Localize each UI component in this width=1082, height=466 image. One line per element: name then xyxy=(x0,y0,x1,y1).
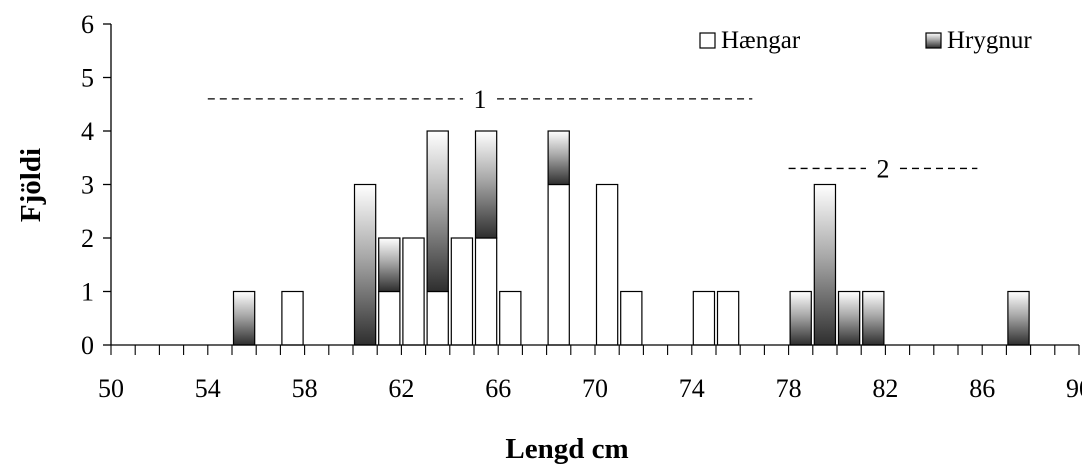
y-tick-label: 3 xyxy=(81,171,94,200)
bar-hrygnur xyxy=(232,290,256,346)
y-tick-labels: 0 1 2 3 4 5 6 xyxy=(81,10,94,360)
y-tick-label: 6 xyxy=(81,10,94,39)
legend-swatch-haengar xyxy=(699,32,716,49)
x-tick-label: 82 xyxy=(872,374,898,403)
y-tick-label: 0 xyxy=(81,331,94,360)
bar-hrygnur xyxy=(378,237,401,293)
x-tick-label: 90 xyxy=(1066,374,1082,403)
y-tick-label: 4 xyxy=(81,117,94,146)
bar-hrygnur xyxy=(837,290,861,346)
bars-layer xyxy=(232,130,1030,346)
bar-haengar xyxy=(450,237,474,346)
annotation-label: 2 xyxy=(876,154,889,183)
legend-item-haengar: Hængar xyxy=(699,27,801,54)
bar-haengar xyxy=(547,183,570,346)
x-minor-ticks xyxy=(110,345,1080,355)
bar-haengar xyxy=(426,290,449,346)
x-tick-label: 86 xyxy=(969,374,995,403)
bar-haengar xyxy=(692,290,716,346)
x-tick-label: 78 xyxy=(776,374,802,403)
y-tick-label: 2 xyxy=(81,224,94,253)
annotations-layer: 12 xyxy=(207,85,978,183)
y-tick-label: 5 xyxy=(81,64,94,93)
x-tick-label: 66 xyxy=(485,374,511,403)
bar-haengar xyxy=(281,290,304,346)
bar-haengar xyxy=(499,290,522,346)
legend-item-hrygnur: Hrygnur xyxy=(925,27,1032,54)
bar-hrygnur xyxy=(547,130,570,186)
bar-haengar xyxy=(595,183,619,346)
x-tick-label: 70 xyxy=(582,374,608,403)
y-tick-label: 1 xyxy=(81,278,94,307)
legend: Hængar Hrygnur xyxy=(699,27,1032,54)
bar-hrygnur xyxy=(426,130,449,293)
bar-hrygnur xyxy=(813,183,837,346)
legend-label-hrygnur: Hrygnur xyxy=(947,27,1032,54)
x-tick-label: 58 xyxy=(292,374,318,403)
bar-hrygnur xyxy=(862,290,885,346)
y-axis-title: Fjöldi xyxy=(15,148,47,222)
x-tick-label: 54 xyxy=(195,374,221,403)
bar-haengar xyxy=(378,290,401,346)
bar-haengar xyxy=(402,237,425,346)
x-tick-label: 50 xyxy=(98,374,124,403)
bar-haengar xyxy=(716,290,740,346)
legend-label-haengar: Hængar xyxy=(721,27,801,54)
legend-swatch-hrygnur xyxy=(925,32,942,49)
x-tick-label: 62 xyxy=(388,374,414,403)
x-axis-title: Lengd cm xyxy=(505,433,628,465)
annotation-label: 1 xyxy=(474,85,487,114)
bar-hrygnur xyxy=(474,130,498,239)
bar-haengar xyxy=(474,237,498,346)
bar-hrygnur xyxy=(353,183,377,346)
bar-hrygnur xyxy=(789,290,812,346)
x-tick-label: 74 xyxy=(679,374,705,403)
x-tick-labels: 50 54 58 62 66 70 74 78 82 86 90 xyxy=(98,374,1082,403)
bar-haengar xyxy=(620,290,643,346)
bar-hrygnur xyxy=(1007,290,1030,346)
